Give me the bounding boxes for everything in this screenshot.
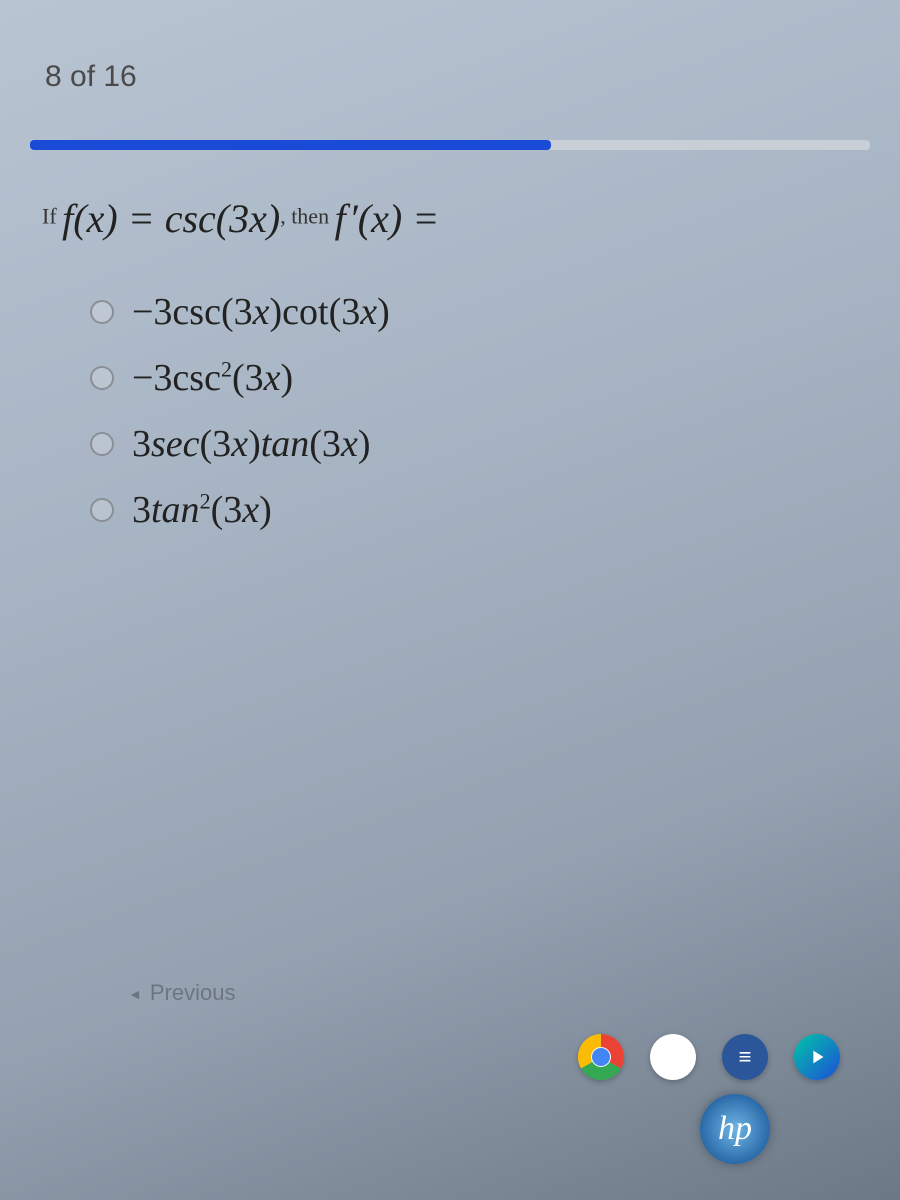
option-d[interactable]: 3tan2(3x) (90, 488, 390, 532)
progress-fill (30, 140, 551, 150)
radio-icon[interactable] (90, 366, 114, 390)
option-b[interactable]: −3csc2(3x) (90, 356, 390, 400)
option-a[interactable]: −3csc(3x)cot(3x) (90, 290, 390, 334)
option-b-label: −3csc2(3x) (132, 356, 293, 400)
gmail-icon[interactable]: M (650, 1034, 696, 1080)
option-a-label: −3csc(3x)cot(3x) (132, 290, 390, 334)
question-rhs: f ′(x) = (335, 196, 440, 241)
question-mid: , then (280, 204, 329, 229)
radio-icon[interactable] (90, 432, 114, 456)
radio-icon[interactable] (90, 498, 114, 522)
hp-logo: hp (700, 1094, 770, 1164)
word-glyph: ≡ (739, 1044, 752, 1070)
chrome-icon[interactable] (578, 1034, 624, 1080)
store-icon[interactable] (794, 1034, 840, 1080)
question-lhs: f(x) = csc(3x) (62, 196, 280, 241)
taskbar-dock: M ≡ (578, 1034, 840, 1080)
word-icon[interactable]: ≡ (722, 1034, 768, 1080)
answer-options: −3csc(3x)cot(3x) −3csc2(3x) 3sec(3x)tan(… (90, 290, 390, 554)
question-stem: If f(x) = csc(3x), then f ′(x) = (42, 195, 439, 242)
chevron-left-icon: ◄ (128, 986, 142, 1002)
question-counter: 8 of 16 (45, 60, 137, 94)
play-icon (806, 1046, 828, 1068)
quiz-screen: 8 of 16 If f(x) = csc(3x), then f ′(x) =… (0, 0, 900, 1200)
progress-bar (30, 140, 870, 150)
option-c-label: 3sec(3x)tan(3x) (132, 422, 370, 466)
radio-icon[interactable] (90, 300, 114, 324)
option-c[interactable]: 3sec(3x)tan(3x) (90, 422, 390, 466)
gmail-glyph: M (664, 1044, 682, 1070)
previous-label: Previous (150, 980, 236, 1005)
previous-button[interactable]: ◄ Previous (110, 970, 253, 1016)
option-d-label: 3tan2(3x) (132, 488, 272, 532)
question-prefix: If (42, 204, 57, 229)
